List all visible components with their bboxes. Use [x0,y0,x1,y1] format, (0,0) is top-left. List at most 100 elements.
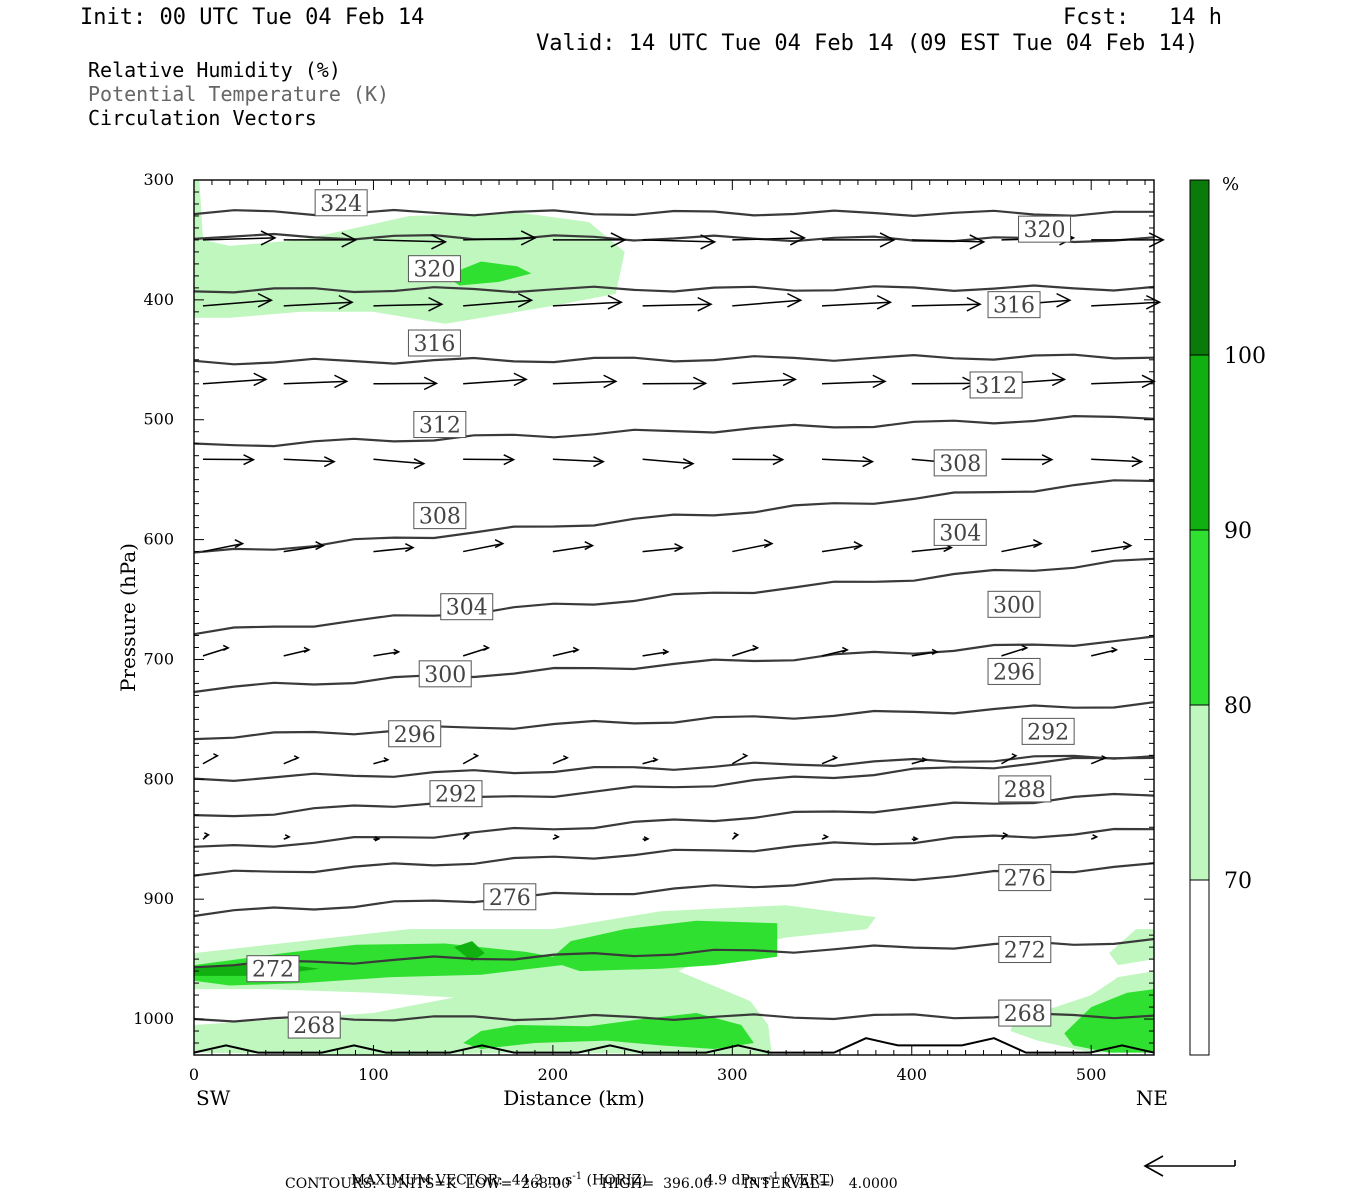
rh-region-9 [1109,929,1154,966]
forecast-hour: Fcst: 14 h [1063,5,1222,30]
vector-shaft [822,458,873,463]
vector-5-3 [462,644,491,657]
vector-4-0 [202,539,245,553]
vector-3-9 [1001,454,1054,466]
vector-head [473,753,480,759]
isentrope-300-9 [193,557,1155,636]
theta-label-box [1018,215,1072,243]
vector-head [257,292,274,308]
vector-shaft [821,649,848,657]
vector-2-0 [202,372,268,387]
theta-label-box [413,411,467,439]
vector-head [341,232,358,248]
vert-tail: (VERT) [783,1172,835,1189]
vector-shaft [202,542,243,553]
theta-label-box [987,590,1041,618]
y-tick-label-500: 500 [143,410,174,429]
vector-6-1 [283,755,300,765]
vector-head [969,234,986,250]
theta-label-box [998,775,1052,803]
left-end-label: SW [196,1086,231,1110]
isentrope-308-11 [193,414,1155,448]
theta-label-text: 276 [489,886,531,911]
theta-label-272-21: 272 [998,936,1052,964]
vector-6-2 [373,757,390,765]
vector-7-2 [373,836,381,842]
vector-shaft [911,651,938,657]
vector-4-3 [463,539,505,553]
horiz-exp: -1 [572,1171,583,1182]
vector-4-7 [821,541,864,553]
vector-head [572,646,580,653]
theta-label-324-0: 324 [314,189,368,217]
theta-label-308-8: 308 [933,449,987,477]
vector-head [607,294,623,310]
circulation-vectors [202,230,1165,842]
vector-6-3 [462,753,480,765]
theta-label-304-9: 304 [440,593,494,621]
vector-shaft [1091,301,1160,307]
vector-shaft [283,301,353,307]
theta-label-316-3: 316 [407,329,461,357]
theta-label-box [388,720,442,748]
vector-7-1 [283,834,291,840]
vector-shaft [552,301,622,307]
vector-head [912,836,919,842]
vector-head [428,296,444,312]
vector-head [1111,646,1119,653]
y-tick-label-600: 600 [143,530,174,549]
vector-head [405,543,415,553]
theta-label-box [246,955,300,983]
vector-shaft [373,546,414,553]
theta-label-text: 316 [993,294,1035,319]
theta-label-text: 324 [320,192,362,217]
vector-4-4 [552,541,595,553]
vector-shaft [1091,544,1131,553]
colorbar-label-80: 80 [1224,694,1252,719]
plot-frame [193,179,1155,1056]
vector-shaft [911,303,981,307]
vector-head [1033,539,1043,549]
vector-head [674,543,684,553]
theta-label-296-14: 296 [987,657,1041,685]
vector-shaft [373,651,399,657]
vector-4-10 [1091,541,1133,553]
vector-shaft [463,237,536,241]
theta-label-text: 296 [394,723,436,748]
vector-head [832,755,839,761]
theta-label-text: 276 [1004,867,1046,892]
vector-2-7 [822,374,887,389]
colorbar-segment-1 [1190,355,1209,530]
vector-shaft [373,303,442,307]
vector-head [1051,372,1067,387]
vert-exp: -1 [769,1171,780,1182]
vector-head [517,292,534,308]
vector-head [662,648,670,655]
theta-label-300-12: 300 [987,590,1041,618]
vector-1-10 [1091,294,1162,310]
y-tick-label-300: 300 [143,170,174,189]
theta-label-text: 312 [419,414,461,439]
theta-label-text: 272 [252,958,294,983]
isentrope-316-13 [193,284,1155,294]
vector-head [423,376,439,391]
vector-shaft [463,299,532,307]
theta-label-276-18: 276 [483,883,537,911]
vector-3-5 [642,458,695,470]
rh-region-1 [445,261,532,286]
theta-label-308-7: 308 [413,502,467,530]
y-tick-label-900: 900 [143,889,174,908]
theta-label-box [998,864,1052,892]
vector-1-4 [552,294,623,310]
colorbar-segment-3 [1190,705,1209,880]
vector-head [293,755,300,761]
vector-5-0 [202,644,230,657]
vector-shaft [283,458,335,463]
vector-5-4 [552,646,580,657]
vector-head [494,539,505,549]
vector-5-10 [1091,646,1119,657]
vector-head [733,832,740,838]
theta-label-box [483,883,537,911]
vector-2-6 [732,372,797,387]
vector-2-2 [373,376,439,391]
